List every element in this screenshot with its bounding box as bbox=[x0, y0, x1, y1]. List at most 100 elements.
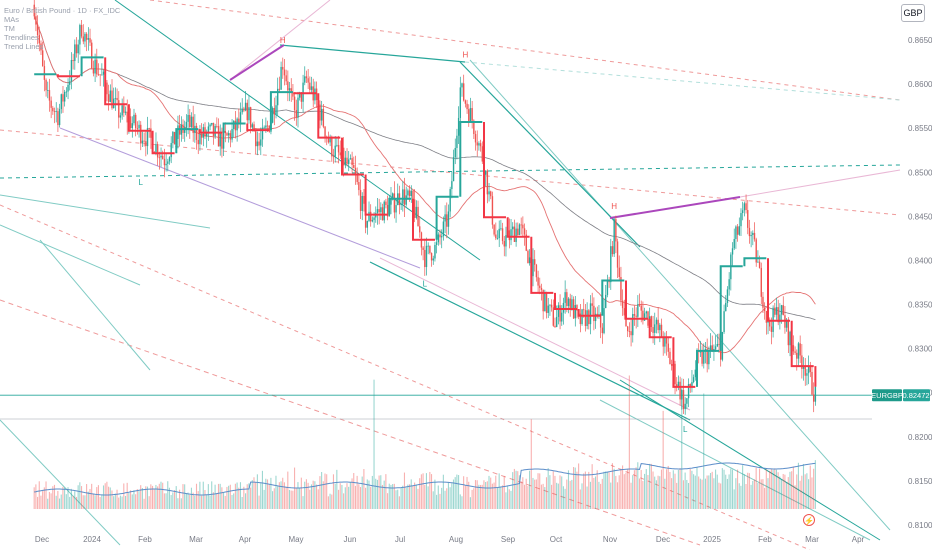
volume-bar bbox=[449, 487, 451, 509]
trailing-stop-line bbox=[601, 279, 625, 316]
candle-body bbox=[670, 364, 673, 366]
volume-bar bbox=[280, 481, 282, 509]
candle-body bbox=[234, 120, 237, 131]
volume-bar bbox=[500, 487, 502, 509]
candle-body bbox=[459, 87, 462, 118]
candle-body bbox=[713, 349, 715, 350]
candle-body bbox=[189, 114, 191, 128]
volume-bar bbox=[735, 478, 737, 509]
volume-bar bbox=[60, 494, 62, 509]
volume-bar bbox=[123, 483, 125, 509]
candle-body bbox=[591, 303, 593, 306]
candle-body bbox=[797, 343, 800, 359]
candle-body bbox=[172, 131, 174, 144]
candle-body bbox=[763, 307, 766, 311]
candle-body bbox=[520, 224, 522, 226]
volume-bar bbox=[446, 488, 448, 509]
candle-body bbox=[632, 314, 634, 336]
candle-body bbox=[439, 234, 441, 238]
volume-bar bbox=[584, 471, 586, 509]
candle-body bbox=[456, 135, 458, 148]
volume-bar bbox=[740, 485, 742, 509]
volume-bar bbox=[261, 470, 263, 509]
volume-bar bbox=[655, 480, 657, 509]
volume-bar bbox=[623, 474, 625, 509]
candle-body bbox=[322, 108, 325, 127]
candle-body bbox=[268, 125, 270, 132]
volume-bar bbox=[268, 484, 270, 509]
candle-body bbox=[501, 228, 504, 242]
candle-body bbox=[441, 236, 443, 238]
candle-body bbox=[462, 83, 465, 101]
volume-bar bbox=[715, 469, 717, 509]
volume-bar bbox=[47, 498, 49, 509]
volume-bar bbox=[515, 470, 517, 509]
candle-body bbox=[310, 86, 313, 90]
volume-bar bbox=[92, 494, 94, 509]
volume-bar bbox=[337, 489, 340, 509]
candle-body bbox=[708, 350, 710, 365]
candle-body bbox=[645, 311, 648, 314]
volume-bar bbox=[786, 482, 788, 509]
volume-bar bbox=[545, 477, 548, 509]
candle-body bbox=[67, 84, 69, 92]
volume-bar bbox=[224, 495, 226, 509]
volume-bar bbox=[591, 464, 593, 509]
volume-bar bbox=[343, 493, 345, 509]
candle-body bbox=[293, 96, 296, 111]
trailing-stop-line bbox=[341, 137, 364, 176]
volume-bar bbox=[458, 475, 460, 509]
volume-bar bbox=[554, 475, 556, 509]
candle-body bbox=[121, 105, 123, 116]
volume-bar bbox=[329, 493, 331, 509]
volume-bar bbox=[136, 489, 138, 509]
volume-bar bbox=[447, 481, 449, 509]
candle-body bbox=[346, 157, 348, 164]
candle-body bbox=[716, 344, 719, 347]
volume-bar bbox=[138, 491, 140, 509]
volume-bar bbox=[405, 487, 407, 509]
volume-bar bbox=[376, 479, 378, 509]
volume-bar bbox=[693, 474, 695, 509]
candle-body bbox=[53, 111, 56, 113]
volume-bar bbox=[140, 485, 142, 509]
candle-body bbox=[571, 299, 573, 310]
volume-bar bbox=[564, 488, 566, 509]
candle-body bbox=[342, 147, 345, 166]
candle-body bbox=[743, 203, 746, 211]
volume-bar bbox=[236, 482, 238, 509]
currency-badge[interactable]: GBP bbox=[901, 4, 925, 22]
volume-bar bbox=[540, 484, 542, 509]
volume-bar bbox=[669, 471, 671, 509]
candle-body bbox=[686, 398, 688, 404]
volume-bar bbox=[327, 496, 329, 509]
volume-bar bbox=[808, 479, 810, 509]
trend-line bbox=[229, 0, 331, 81]
volume-bar bbox=[417, 488, 419, 509]
volume-bar bbox=[488, 475, 490, 509]
volume-bar bbox=[114, 493, 116, 509]
volume-bar bbox=[637, 462, 639, 509]
candle-body bbox=[273, 107, 276, 115]
volume-bar bbox=[696, 467, 698, 509]
candle-body bbox=[779, 314, 781, 323]
volume-bar bbox=[532, 477, 534, 509]
candle-body bbox=[92, 68, 95, 74]
volume-bar bbox=[185, 493, 187, 509]
time-tick-label: Mar bbox=[189, 535, 203, 544]
candle-body bbox=[368, 211, 370, 222]
time-tick-label: Jul bbox=[395, 535, 405, 544]
candle-body bbox=[446, 214, 448, 227]
swing-marker-label: L bbox=[139, 178, 144, 187]
swing-marker-label: L bbox=[423, 279, 428, 288]
volume-bar bbox=[187, 492, 189, 509]
trend-line bbox=[279, 44, 466, 63]
candle-body bbox=[33, 4, 35, 17]
volume-bar bbox=[593, 477, 595, 509]
